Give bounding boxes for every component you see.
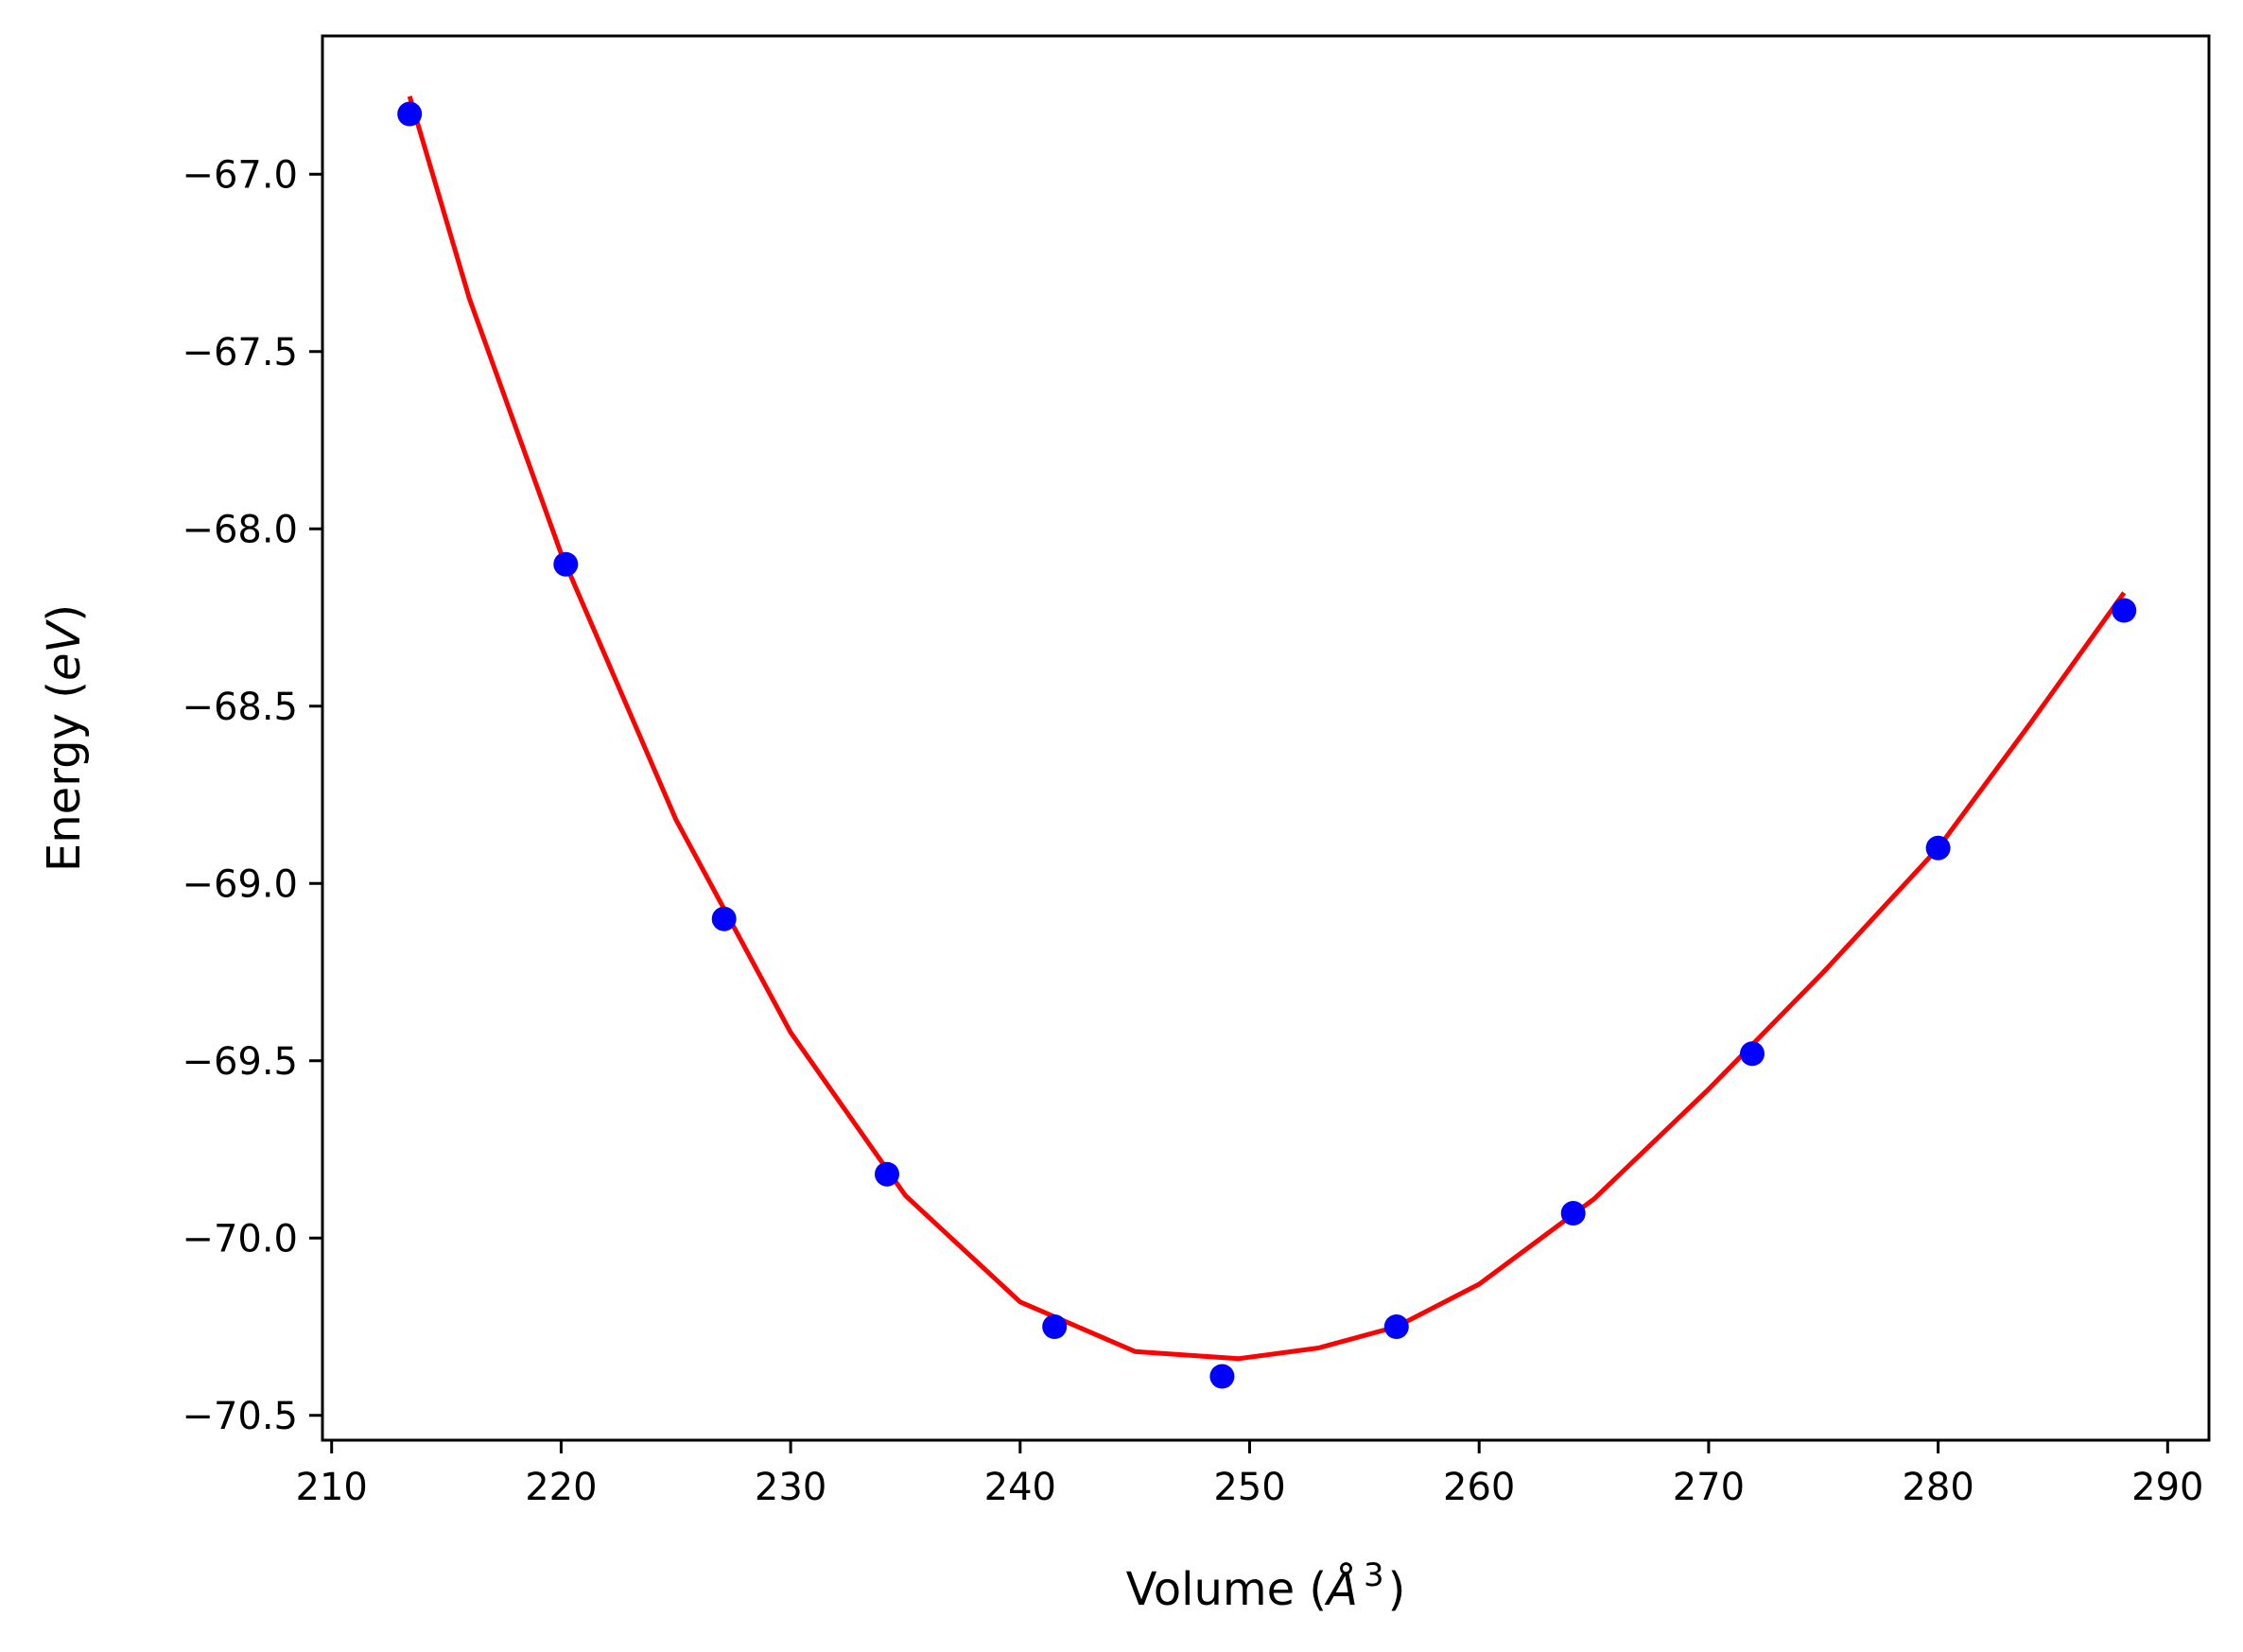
y-tick-label: −68.5 (182, 686, 298, 729)
y-axis-label: Energy (eV) (38, 604, 91, 872)
x-tick-label: 270 (1673, 1466, 1745, 1509)
data-point (1383, 1314, 1409, 1339)
y-tick-label: −67.0 (182, 153, 298, 197)
data-point (1740, 1041, 1765, 1067)
y-tick-label: −68.0 (182, 508, 298, 551)
x-tick-label: 280 (1902, 1466, 1973, 1509)
plot-layer (397, 96, 2137, 1389)
x-tick-label: 260 (1443, 1466, 1515, 1509)
y-tick-label: −67.5 (182, 331, 298, 374)
x-axis-label: Volume (Å 3) (1126, 1556, 1406, 1616)
plot-frame (321, 34, 2211, 1442)
data-point (1560, 1201, 1586, 1226)
x-tick-label: 220 (525, 1466, 597, 1509)
data-point (397, 101, 423, 127)
x-tick-label: 230 (755, 1466, 826, 1509)
data-point (1042, 1314, 1068, 1339)
x-tick-label: 210 (296, 1466, 368, 1509)
y-tick-label: −70.5 (182, 1395, 298, 1438)
y-tick-label: −69.0 (182, 862, 298, 906)
x-tick-label: 290 (2131, 1466, 2203, 1509)
fit-curve (407, 96, 2127, 1362)
x-tick-label: 250 (1213, 1466, 1285, 1509)
y-tick-label: −69.5 (182, 1040, 298, 1084)
data-point (2112, 598, 2137, 623)
data-point (1925, 835, 1951, 861)
data-point (875, 1161, 899, 1187)
data-point (1209, 1364, 1235, 1389)
ticks-layer: 210 220 230 240 250 260 270 280 290 −67.0 −67.5 −68… (182, 153, 2203, 1509)
y-tick-label: −70.0 (182, 1217, 298, 1261)
data-point (553, 551, 579, 577)
data-point (711, 906, 737, 931)
x-tick-label: 240 (984, 1466, 1056, 1509)
